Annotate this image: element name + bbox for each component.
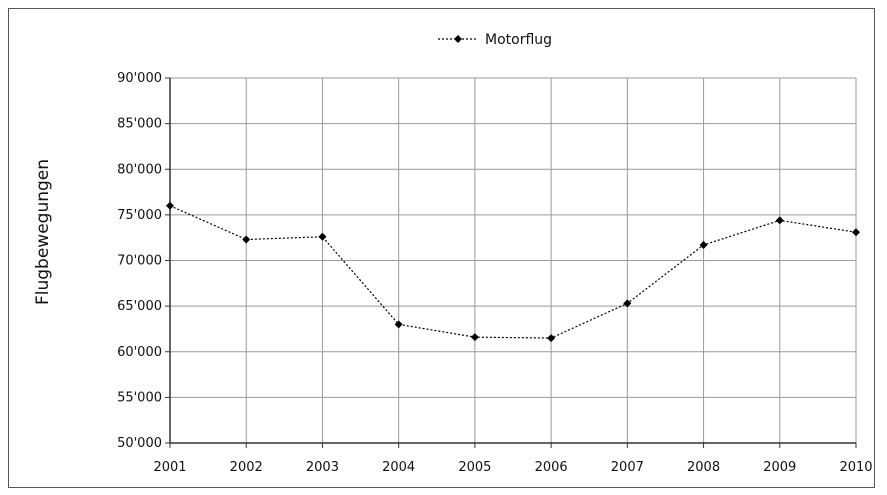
x-tick-label: 2007 <box>611 460 644 475</box>
data-point <box>623 299 632 308</box>
y-tick-label: 60'000 <box>117 345 162 360</box>
data-point <box>852 228 860 237</box>
data-point <box>470 333 479 342</box>
x-tick-label: 2001 <box>153 460 186 475</box>
y-tick-label: 70'000 <box>117 254 162 269</box>
data-point <box>775 216 784 225</box>
legend: Motorflug <box>438 32 552 48</box>
grid <box>170 77 857 443</box>
x-tick-label: 2009 <box>763 460 796 475</box>
data-point <box>242 235 251 244</box>
x-tick-label: 2004 <box>382 460 415 475</box>
y-tick-label: 90'000 <box>117 71 162 86</box>
legend-label: Motorflug <box>485 32 552 48</box>
series-line <box>169 205 857 339</box>
y-tick-label: 55'000 <box>117 390 162 405</box>
y-tick-label: 85'000 <box>117 117 162 132</box>
x-tick-label: 2002 <box>230 460 263 475</box>
y-axis-label: Flugbewegungen <box>33 159 53 305</box>
x-tick-label: 2010 <box>839 460 872 475</box>
y-axis-ticks: 50'000 55'000 60'000 65'000 70'000 75'000 80'0… <box>117 71 162 451</box>
data-point <box>547 334 556 343</box>
chart-frame <box>8 8 875 488</box>
x-tick-label: 2003 <box>306 460 339 475</box>
series-motorflug <box>166 201 860 343</box>
y-tick-label: 80'000 <box>117 162 162 177</box>
x-tick-label: 2008 <box>687 460 720 475</box>
y-tick-label: 50'000 <box>117 436 162 451</box>
x-axis-ticks: 2001 2002 2003 2004 2005 2006 2007 2008 2009 2010 <box>153 460 872 475</box>
data-point <box>166 201 174 210</box>
y-tick-label: 75'000 <box>117 208 162 223</box>
data-point <box>394 320 403 329</box>
axes <box>165 77 857 448</box>
data-point <box>318 232 327 241</box>
x-tick-label: 2005 <box>458 460 491 475</box>
y-tick-label: 65'000 <box>117 299 162 314</box>
legend-marker <box>454 35 462 43</box>
data-point <box>699 240 708 249</box>
x-tick-label: 2006 <box>535 460 568 475</box>
